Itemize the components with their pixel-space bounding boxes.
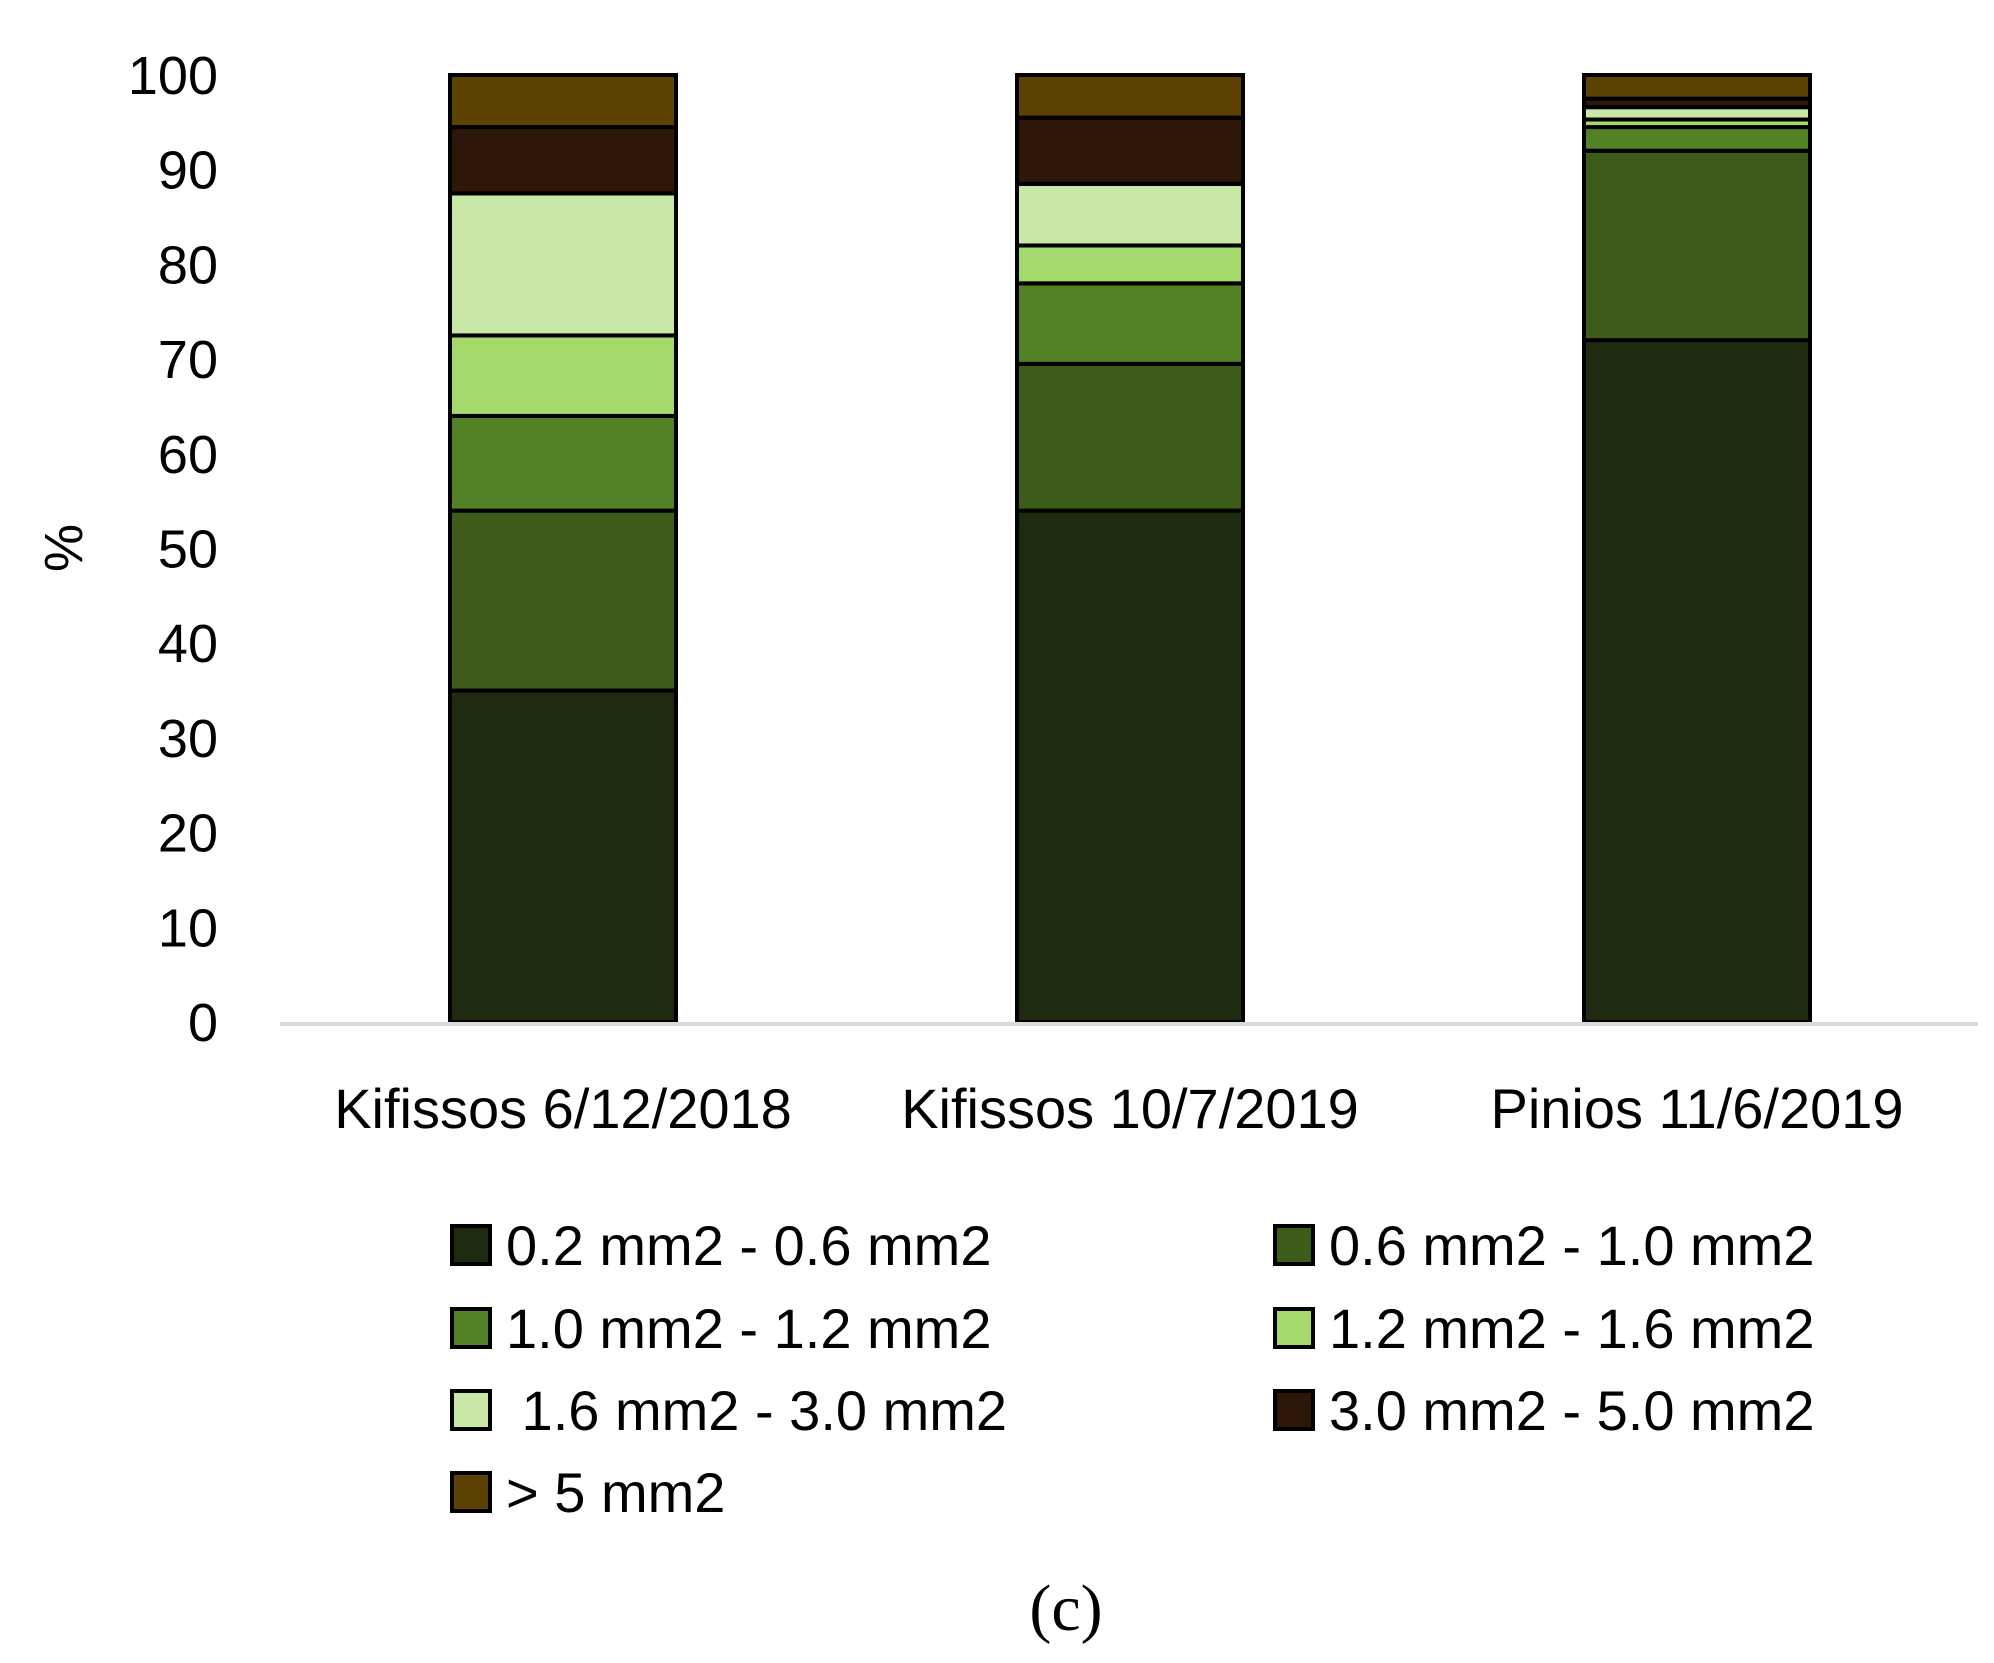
bar-segment [448, 73, 678, 130]
bar-segment [448, 413, 678, 513]
bar-segment [1015, 281, 1245, 366]
legend-swatch [450, 1389, 492, 1431]
bar-segment [1582, 148, 1812, 343]
legend-swatch [1273, 1307, 1315, 1349]
legend-label: 1.2 mm2 - 1.6 mm2 [1329, 1297, 1814, 1360]
panel-label: (c) [1029, 1572, 1102, 1645]
y-tick-label: 80 [158, 235, 218, 295]
y-tick-label: 70 [158, 330, 218, 390]
bars [448, 73, 1812, 1025]
bar-segment [448, 688, 678, 1024]
legend-swatch [450, 1307, 492, 1349]
legend-label: 1.6 mm2 - 3.0 mm2 [506, 1379, 1007, 1442]
legend-label: 1.0 mm2 - 1.2 mm2 [506, 1297, 991, 1360]
y-tick-label: 0 [188, 993, 218, 1053]
bar-segment [1015, 361, 1245, 513]
legend: 0.2 mm2 - 0.6 mm2 0.6 mm2 - 1.0 mm2 1.0 mm… [450, 1214, 1814, 1524]
bar-segment [448, 333, 678, 418]
bar-segment [1582, 338, 1812, 1025]
legend-swatch [450, 1224, 492, 1266]
x-category-label: Pinios 11/6/2019 [1490, 1077, 1903, 1140]
bar-segment [448, 508, 678, 693]
y-tick-label: 30 [158, 709, 218, 769]
bar-segment [1582, 73, 1812, 101]
legend-label: 0.6 mm2 - 1.0 mm2 [1329, 1214, 1814, 1277]
bar-segment [1015, 508, 1245, 1024]
bar-segment [448, 191, 678, 338]
x-category-label: Kifissos 10/7/2019 [901, 1077, 1359, 1140]
y-tick-label: 10 [158, 898, 218, 958]
legend-swatch [450, 1471, 492, 1513]
y-tick-label: 100 [128, 46, 218, 106]
y-axis-label: % [34, 524, 94, 572]
legend-label: > 5 mm2 [506, 1461, 725, 1524]
bar-segment [1015, 115, 1245, 186]
bar-segment [1015, 243, 1245, 286]
y-tick-label: 60 [158, 425, 218, 485]
x-category-label: Kifissos 6/12/2018 [334, 1077, 792, 1140]
bar-segment [1582, 125, 1812, 153]
bar-segment [448, 125, 678, 196]
legend-swatch [1273, 1389, 1315, 1431]
legend-label: 0.2 mm2 - 0.6 mm2 [506, 1214, 991, 1277]
legend-swatch [1273, 1224, 1315, 1266]
y-tick-label: 40 [158, 614, 218, 674]
bar-segment [1015, 73, 1245, 120]
x-axis-category-labels: Kifissos 6/12/2018 Kifissos 10/7/2019 Pini… [334, 1077, 1903, 1140]
legend-label: 3.0 mm2 - 5.0 mm2 [1329, 1379, 1814, 1442]
y-axis-ticks: 0 10 20 30 40 50 60 70 80 90 100 [128, 46, 218, 1053]
y-tick-label: 20 [158, 804, 218, 864]
bar-segment [1015, 181, 1245, 248]
y-tick-label: 90 [158, 141, 218, 201]
y-tick-label: 50 [158, 520, 218, 580]
